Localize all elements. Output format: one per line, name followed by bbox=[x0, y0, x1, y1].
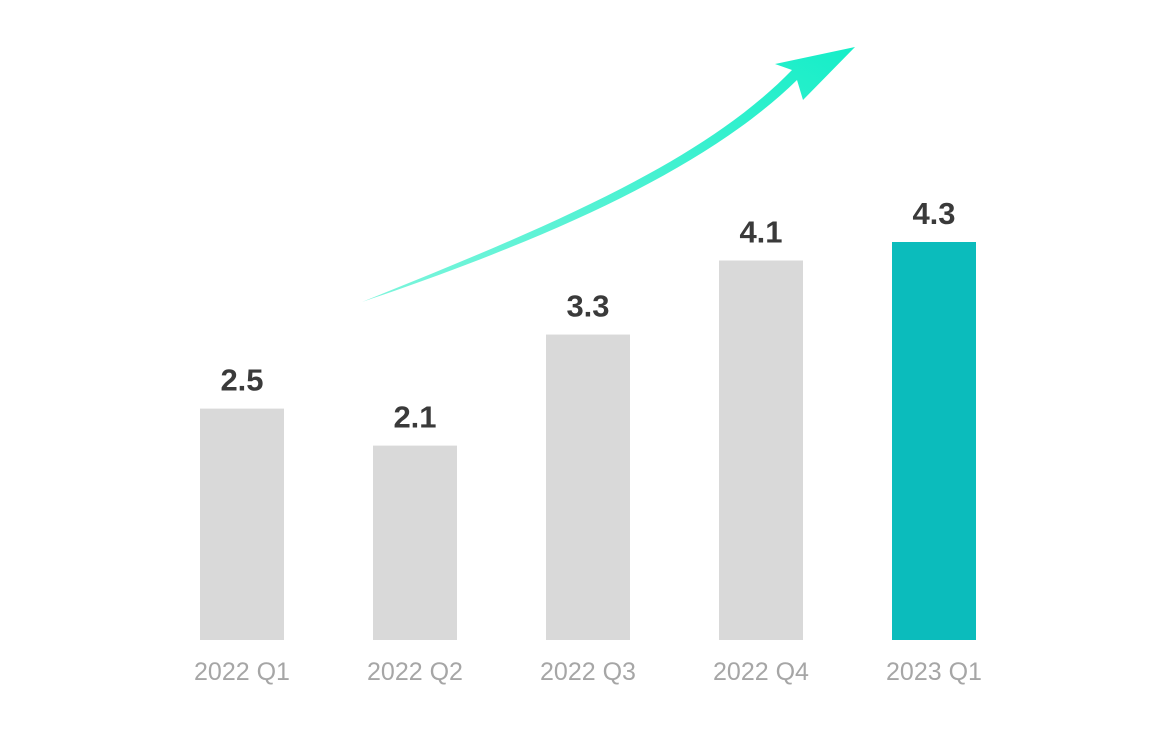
x-tick-label: 2022 Q3 bbox=[540, 658, 636, 686]
x-tick-label: 2022 Q4 bbox=[713, 658, 809, 686]
value-labels-group: 2.5 2.1 3.3 4.1 4.3 bbox=[220, 196, 955, 435]
bar-2022-q4 bbox=[719, 260, 803, 640]
trend-arrow-icon bbox=[362, 47, 855, 302]
bar-2023-q1 bbox=[892, 242, 976, 640]
bars-group bbox=[200, 242, 976, 640]
bar-2022-q1 bbox=[200, 408, 284, 640]
value-label: 3.3 bbox=[566, 289, 609, 324]
x-tick-label: 2023 Q1 bbox=[886, 658, 982, 686]
bar-2022-q2 bbox=[373, 445, 457, 640]
value-label: 4.1 bbox=[739, 215, 782, 250]
x-tick-labels-group: 2022 Q1 2022 Q2 2022 Q3 2022 Q4 2023 Q1 bbox=[194, 658, 982, 686]
bar-2022-q3 bbox=[546, 334, 630, 640]
value-label: 2.1 bbox=[393, 400, 436, 435]
value-label: 2.5 bbox=[220, 363, 263, 398]
value-label: 4.3 bbox=[912, 196, 955, 231]
x-tick-label: 2022 Q2 bbox=[367, 658, 463, 686]
x-tick-label: 2022 Q1 bbox=[194, 658, 290, 686]
